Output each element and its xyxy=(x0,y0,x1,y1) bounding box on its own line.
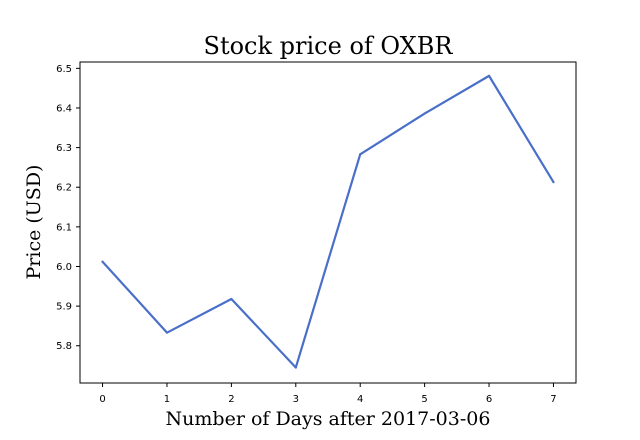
plot-area xyxy=(79,61,577,384)
y-axis: 5.8 5.9 6.0 6.1 6.2 6.3 6.4 6.5 xyxy=(56,64,80,352)
y-tick-label: 5.8 xyxy=(56,341,72,352)
x-axis: 0 1 2 3 4 5 6 7 xyxy=(99,383,557,405)
x-tick-label: 0 xyxy=(99,394,105,405)
x-axis-label: Number of Days after 2017-03-06 xyxy=(166,408,491,430)
data-point xyxy=(423,112,426,115)
series-line xyxy=(101,74,555,369)
data-point xyxy=(101,260,104,263)
x-tick-label: 6 xyxy=(486,394,492,405)
y-tick-label: 6.0 xyxy=(56,262,72,273)
x-tick-label: 4 xyxy=(357,394,363,405)
x-tick-label: 5 xyxy=(421,394,427,405)
data-point xyxy=(294,366,297,369)
y-tick-label: 6.3 xyxy=(56,143,72,154)
x-tick-label: 7 xyxy=(550,394,556,405)
y-tick-label: 6.5 xyxy=(56,64,72,75)
y-tick-label: 6.4 xyxy=(56,103,72,114)
series-group xyxy=(101,74,555,369)
data-point xyxy=(359,153,362,156)
data-point xyxy=(230,297,233,301)
y-axis-label: Price (USD) xyxy=(23,165,45,280)
chart-title: Stock price of OXBR xyxy=(204,32,454,60)
x-tick-label: 1 xyxy=(164,394,170,405)
y-tick-label: 6.2 xyxy=(56,183,72,194)
data-point xyxy=(165,331,169,334)
x-tick-label: 2 xyxy=(228,394,234,405)
data-point xyxy=(487,74,491,77)
data-point xyxy=(552,180,555,184)
x-tick-label: 3 xyxy=(293,394,299,405)
y-tick-label: 6.1 xyxy=(56,222,72,233)
y-tick-label: 5.9 xyxy=(56,302,72,313)
